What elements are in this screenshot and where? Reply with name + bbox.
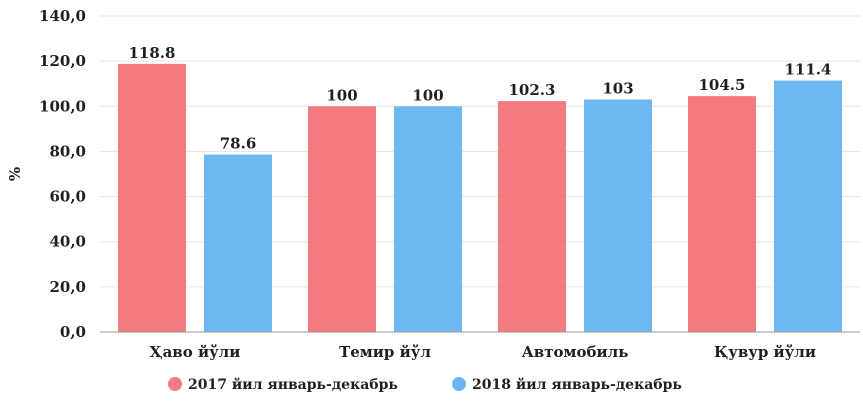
legend: 2017 йил январь-декабрь 2018 йил январь-д… [168, 376, 682, 393]
data-label: 100 [412, 86, 443, 104]
legend-label: 2018 йил январь-декабрь [472, 376, 682, 393]
y-tick-label: 120,0 [39, 52, 86, 70]
data-label: 118.8 [129, 44, 176, 62]
bar-2018 [204, 154, 272, 332]
y-tick-label: 140,0 [39, 7, 86, 25]
bar-2017 [498, 101, 566, 332]
y-tick-label: 40,0 [49, 233, 86, 251]
legend-item: 2017 йил январь-декабрь [168, 376, 398, 393]
legend-marker [168, 377, 182, 391]
bar-2017 [118, 63, 186, 332]
y-tick-label: 60,0 [49, 188, 86, 206]
y-tick-label: 80,0 [49, 142, 86, 160]
data-label: 111.4 [785, 61, 832, 79]
bar-2017 [308, 106, 376, 333]
category-label: Қувур йўли [714, 343, 816, 361]
data-label: 78.6 [220, 135, 257, 153]
bar-2018 [394, 106, 462, 333]
y-axis-title: % [6, 167, 24, 181]
legend-label: 2017 йил январь-декабрь [188, 376, 398, 393]
x-axis-categories: Ҳаво йўли Темир йўл Автомобиль Қувур йўли [150, 343, 816, 361]
data-label: 104.5 [699, 76, 746, 94]
category-label: Ҳаво йўли [150, 343, 241, 361]
category-label: Темир йўл [339, 343, 431, 361]
bars [118, 63, 842, 333]
legend-item: 2018 йил январь-декабрь [452, 376, 682, 393]
y-tick-label: 20,0 [49, 278, 86, 296]
data-label: 100 [326, 86, 357, 104]
y-tick-label: 0,0 [60, 323, 86, 341]
y-tick-label: 100,0 [39, 97, 86, 115]
data-label: 103 [602, 80, 633, 98]
bar-2017 [688, 96, 756, 332]
data-label: 102.3 [509, 81, 556, 99]
bar-2018 [774, 80, 842, 332]
y-axis-ticks: 0,0 20,0 40,0 60,0 80,0 100,0 120,0 140,0 [39, 7, 86, 341]
category-label: Автомобиль [522, 343, 629, 361]
legend-marker [452, 377, 466, 391]
bar-2018 [584, 99, 652, 332]
data-labels: 118.8 78.6 100 100 102.3 103 104.5 111.4 [129, 44, 832, 153]
